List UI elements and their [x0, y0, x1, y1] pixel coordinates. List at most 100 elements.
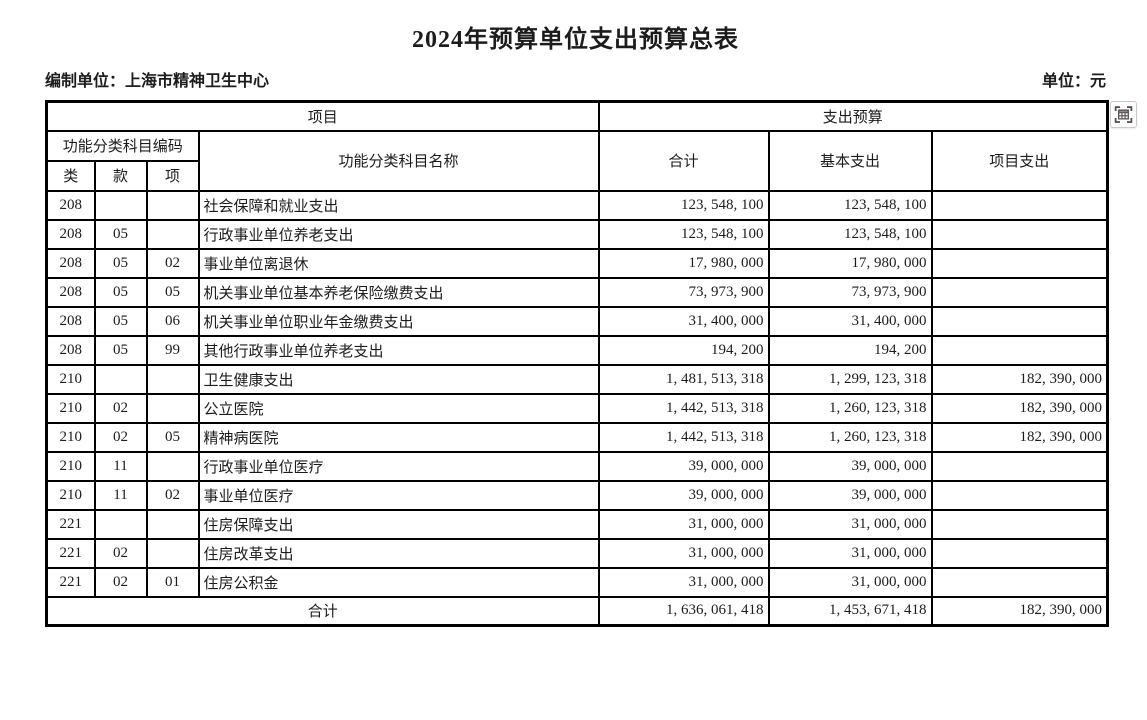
project-cell: 182, 390, 000 — [930, 392, 1109, 424]
basic-cell: 39, 000, 000 — [767, 450, 933, 482]
subject-name-cell: 公立医院 — [197, 392, 600, 424]
code-section-cell: 05 — [93, 276, 148, 308]
code-item-cell: 05 — [145, 421, 200, 453]
code-section-cell: 02 — [93, 392, 148, 424]
subject-name-cell: 行政事业单位养老支出 — [197, 218, 600, 250]
subject-name-cell: 行政事业单位医疗 — [197, 450, 600, 482]
total-cell: 31, 000, 000 — [597, 508, 770, 540]
subject-name-cell: 其他行政事业单位养老支出 — [197, 334, 600, 366]
subject-name-cell: 社会保障和就业支出 — [197, 189, 600, 221]
project-cell: 182, 390, 000 — [930, 421, 1109, 453]
total-cell: 31, 400, 000 — [597, 305, 770, 337]
total-cell: 31, 000, 000 — [597, 566, 770, 598]
page-title: 2024年预算单位支出预算总表 — [412, 27, 739, 53]
header-section-col: 款 — [93, 159, 148, 192]
header-class-col: 类 — [45, 159, 96, 192]
header-code-group: 功能分类科目编码 — [45, 129, 200, 162]
project-cell — [930, 247, 1109, 279]
basic-cell: 194, 200 — [767, 334, 933, 366]
table-row: 221 02 01 住房公积金 31, 000, 000 31, 000, 00… — [45, 566, 1109, 598]
header-group-row: 项目 支出预算 — [45, 100, 1109, 132]
table-row: 210 02 公立医院 1, 442, 513, 318 1, 260, 123… — [45, 392, 1109, 424]
table-row: 208 05 05 机关事业单位基本养老保险缴费支出 73, 973, 900 … — [45, 276, 1109, 308]
table-row: 210 02 05 精神病医院 1, 442, 513, 318 1, 260,… — [45, 421, 1109, 453]
header-subgroup-row: 功能分类科目编码 功能分类科目名称 合计 基本支出 项目支出 — [45, 129, 1109, 192]
code-class-cell: 221 — [45, 508, 96, 540]
grand-total-basic-value: 1, 453, 671, 418 — [767, 595, 933, 627]
budget-sheet: 2024年预算单位支出预算总表 编制单位：上海市精神卫生中心 单位：元 项目 支… — [45, 0, 1110, 627]
code-item-cell — [145, 450, 200, 482]
subject-name-cell: 事业单位离退休 — [197, 247, 600, 279]
header-total-col: 合计 — [597, 129, 770, 192]
code-class-cell: 210 — [45, 363, 96, 395]
code-item-cell: 06 — [145, 305, 200, 337]
project-cell — [930, 305, 1109, 337]
code-class-cell: 221 — [45, 566, 96, 598]
grand-total-project-value: 182, 390, 000 — [930, 595, 1109, 627]
code-section-cell: 02 — [93, 421, 148, 453]
total-cell: 194, 200 — [597, 334, 770, 366]
code-section-cell: 05 — [93, 218, 148, 250]
table-capture-icon — [1114, 106, 1133, 123]
basic-cell: 1, 260, 123, 318 — [767, 392, 933, 424]
code-class-cell: 210 — [45, 479, 96, 511]
project-cell — [930, 566, 1109, 598]
subject-name-cell: 精神病医院 — [197, 421, 600, 453]
code-section-cell: 02 — [93, 537, 148, 569]
code-class-cell: 210 — [45, 392, 96, 424]
table-row: 210 11 行政事业单位医疗 39, 000, 000 39, 000, 00… — [45, 450, 1109, 482]
grand-total-value: 1, 636, 061, 418 — [597, 595, 770, 627]
subject-name-cell: 卫生健康支出 — [197, 363, 600, 395]
subject-name-cell: 事业单位医疗 — [197, 479, 600, 511]
project-cell — [930, 450, 1109, 482]
total-cell: 123, 548, 100 — [597, 218, 770, 250]
code-item-cell — [145, 189, 200, 221]
project-cell — [930, 218, 1109, 250]
basic-cell: 123, 548, 100 — [767, 189, 933, 221]
table-capture-button[interactable] — [1110, 101, 1137, 128]
total-cell: 39, 000, 000 — [597, 450, 770, 482]
code-section-cell: 05 — [93, 305, 148, 337]
code-class-cell: 208 — [45, 189, 96, 221]
table-row: 208 05 02 事业单位离退休 17, 980, 000 17, 980, … — [45, 247, 1109, 279]
code-section-cell — [93, 189, 148, 221]
subject-name-cell: 住房改革支出 — [197, 537, 600, 569]
code-item-cell — [145, 363, 200, 395]
basic-cell: 31, 000, 000 — [767, 537, 933, 569]
subject-name-cell: 住房公积金 — [197, 566, 600, 598]
project-cell — [930, 479, 1109, 511]
meta-row: 编制单位：上海市精神卫生中心 单位：元 — [45, 72, 1106, 91]
code-item-cell — [145, 392, 200, 424]
total-cell: 39, 000, 000 — [597, 479, 770, 511]
header-code-cols-row: 类 款 项 — [45, 159, 1108, 192]
header-project-group: 项目 — [45, 100, 600, 132]
header-subject-name: 功能分类科目名称 — [197, 129, 600, 192]
basic-cell: 73, 973, 900 — [767, 276, 933, 308]
code-section-cell — [93, 508, 148, 540]
table-row: 208 05 行政事业单位养老支出 123, 548, 100 123, 548… — [45, 218, 1109, 250]
grand-total-row: 合计 1, 636, 061, 418 1, 453, 671, 418 182… — [45, 595, 1109, 627]
table-row: 210 11 02 事业单位医疗 39, 000, 000 39, 000, 0… — [45, 479, 1109, 511]
table-row: 208 05 06 机关事业单位职业年金缴费支出 31, 400, 000 31… — [45, 305, 1109, 337]
code-item-cell: 01 — [145, 566, 200, 598]
code-class-cell: 208 — [45, 247, 96, 279]
total-cell: 31, 000, 000 — [597, 537, 770, 569]
subject-name-cell: 住房保障支出 — [197, 508, 600, 540]
code-class-cell: 210 — [45, 450, 96, 482]
basic-cell: 31, 400, 000 — [767, 305, 933, 337]
code-section-cell: 05 — [93, 334, 148, 366]
code-item-cell: 02 — [145, 247, 200, 279]
table-row: 210 卫生健康支出 1, 481, 513, 318 1, 299, 123,… — [45, 363, 1109, 395]
project-cell — [930, 334, 1109, 366]
total-cell: 73, 973, 900 — [597, 276, 770, 308]
code-item-cell — [145, 508, 200, 540]
basic-cell: 39, 000, 000 — [767, 479, 933, 511]
header-project-col: 项目支出 — [930, 129, 1109, 192]
compiling-unit-label: 编制单位：上海市精神卫生中心 — [45, 73, 270, 90]
code-class-cell: 208 — [45, 305, 96, 337]
code-item-cell — [145, 218, 200, 250]
grand-total-label: 合计 — [45, 595, 600, 627]
basic-cell: 1, 260, 123, 318 — [767, 421, 933, 453]
code-class-cell: 221 — [45, 537, 96, 569]
